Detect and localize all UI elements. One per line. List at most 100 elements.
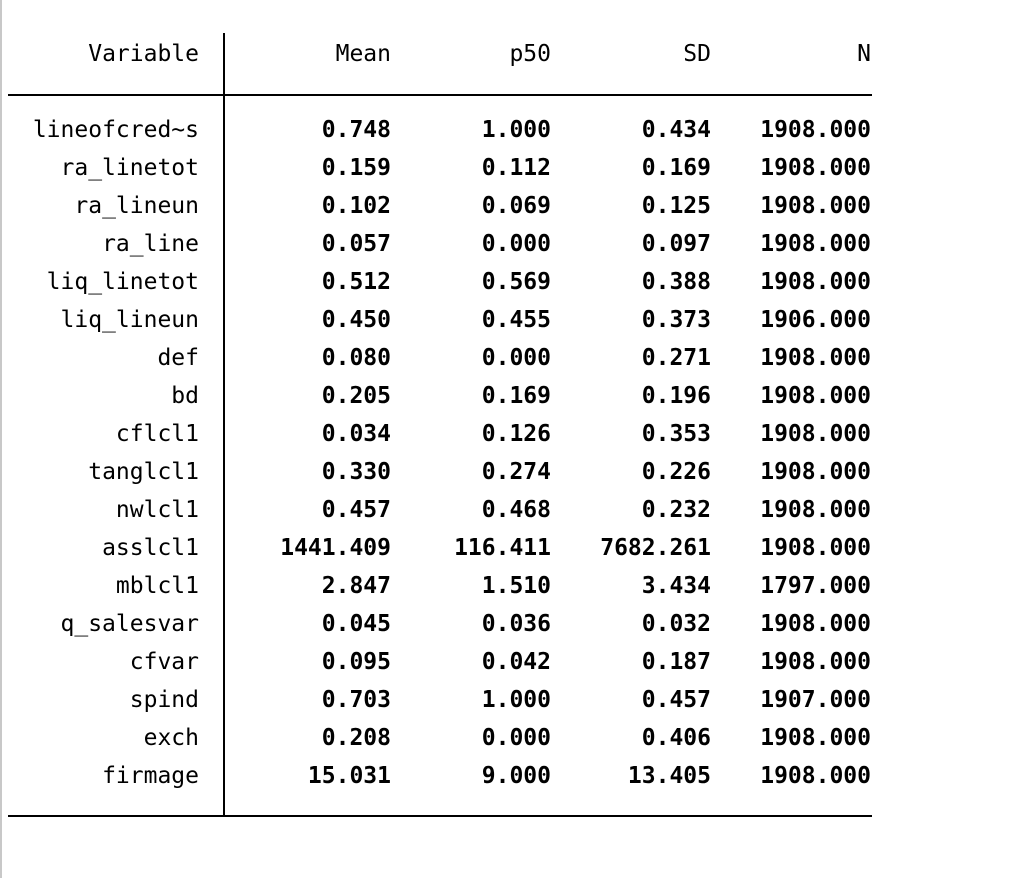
n-value: 1908.000 [760, 497, 871, 523]
variable-name: nwlcl1 [115, 497, 199, 523]
sd-value: 0.032 [641, 611, 711, 637]
variable-name: firmage [102, 763, 199, 789]
n-value: 1908.000 [760, 155, 871, 181]
sd-value: 7682.261 [600, 535, 711, 561]
sd-value: 0.169 [641, 155, 711, 181]
n-value: 1908.000 [760, 383, 871, 409]
n-value: 1908.000 [760, 459, 871, 485]
sd-value: 0.125 [641, 193, 711, 219]
p50-value: 0.042 [481, 649, 551, 675]
mean-value: 0.102 [321, 193, 391, 219]
sd-value: 3.434 [641, 573, 711, 599]
variable-name: lineofcred~s [32, 117, 199, 143]
p50-value: 0.569 [481, 269, 551, 295]
sd-value: 0.406 [641, 725, 711, 751]
mean-value: 0.095 [321, 649, 391, 675]
mean-value: 0.450 [321, 307, 391, 333]
mean-value: 0.748 [321, 117, 391, 143]
p50-value: 0.455 [481, 307, 551, 333]
n-value: 1906.000 [760, 307, 871, 333]
mean-value: 0.457 [321, 497, 391, 523]
variable-name: ra_linetot [60, 155, 199, 181]
sd-value: 0.457 [641, 687, 711, 713]
n-value: 1908.000 [760, 117, 871, 143]
variable-name: tanglcl1 [88, 459, 199, 485]
column-header-mean: Mean [335, 41, 391, 67]
p50-value: 0.126 [481, 421, 551, 447]
column-header-n: N [857, 41, 871, 67]
p50-value: 1.000 [481, 117, 551, 143]
p50-value: 0.000 [481, 345, 551, 371]
variable-name: liq_linetot [46, 269, 199, 295]
p50-value: 0.274 [481, 459, 551, 485]
variable-name: liq_lineun [60, 307, 199, 333]
variable-name: exch [143, 725, 199, 751]
n-value: 1908.000 [760, 611, 871, 637]
p50-value: 0.112 [481, 155, 551, 181]
n-value: 1797.000 [760, 573, 871, 599]
n-value: 1907.000 [760, 687, 871, 713]
variable-name: ra_lineun [74, 193, 199, 219]
mean-value: 0.045 [321, 611, 391, 637]
mean-value: 0.057 [321, 231, 391, 257]
variable-column-divider [223, 33, 225, 816]
n-value: 1908.000 [760, 535, 871, 561]
mean-value: 2.847 [321, 573, 391, 599]
p50-value: 0.468 [481, 497, 551, 523]
sd-value: 0.271 [641, 345, 711, 371]
mean-value: 0.208 [321, 725, 391, 751]
mean-value: 1441.409 [280, 535, 391, 561]
bottom-rule [8, 815, 872, 817]
p50-value: 116.411 [454, 535, 551, 561]
p50-value: 0.000 [481, 231, 551, 257]
mean-value: 0.330 [321, 459, 391, 485]
n-value: 1908.000 [760, 421, 871, 447]
mean-value: 0.159 [321, 155, 391, 181]
variable-name: bd [171, 383, 199, 409]
p50-value: 0.069 [481, 193, 551, 219]
n-value: 1908.000 [760, 763, 871, 789]
p50-value: 0.036 [481, 611, 551, 637]
variable-name: q_salesvar [60, 611, 199, 637]
sd-value: 0.353 [641, 421, 711, 447]
sd-value: 0.373 [641, 307, 711, 333]
n-value: 1908.000 [760, 231, 871, 257]
variable-name: asslcl1 [102, 535, 199, 561]
variable-name: cflcl1 [115, 421, 199, 447]
sd-value: 0.388 [641, 269, 711, 295]
sd-value: 0.097 [641, 231, 711, 257]
n-value: 1908.000 [760, 269, 871, 295]
mean-value: 0.703 [321, 687, 391, 713]
p50-value: 1.510 [481, 573, 551, 599]
n-value: 1908.000 [760, 649, 871, 675]
mean-value: 0.512 [321, 269, 391, 295]
sd-value: 13.405 [627, 763, 711, 789]
variable-name: spind [129, 687, 199, 713]
sd-value: 0.434 [641, 117, 711, 143]
sd-value: 0.232 [641, 497, 711, 523]
mean-value: 0.034 [321, 421, 391, 447]
mean-value: 0.205 [321, 383, 391, 409]
column-header-sd: SD [683, 41, 711, 67]
p50-value: 0.169 [481, 383, 551, 409]
header-rule [8, 94, 872, 96]
sd-value: 0.196 [641, 383, 711, 409]
n-value: 1908.000 [760, 725, 871, 751]
sd-value: 0.187 [641, 649, 711, 675]
variable-name: cfvar [129, 649, 199, 675]
mean-value: 15.031 [307, 763, 391, 789]
p50-value: 9.000 [481, 763, 551, 789]
window-left-border [0, 0, 2, 878]
sd-value: 0.226 [641, 459, 711, 485]
variable-name: def [157, 345, 199, 371]
n-value: 1908.000 [760, 345, 871, 371]
column-header-p50: p50 [509, 41, 551, 67]
variable-name: mblcl1 [115, 573, 199, 599]
p50-value: 0.000 [481, 725, 551, 751]
n-value: 1908.000 [760, 193, 871, 219]
mean-value: 0.080 [321, 345, 391, 371]
variable-name: ra_line [102, 231, 199, 257]
column-header-variable: Variable [88, 41, 199, 67]
p50-value: 1.000 [481, 687, 551, 713]
